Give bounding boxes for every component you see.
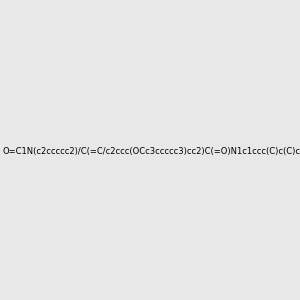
Text: O=C1N(c2ccccc2)/C(=C/c2ccc(OCc3ccccc3)cc2)C(=O)N1c1ccc(C)c(C)c1: O=C1N(c2ccccc2)/C(=C/c2ccc(OCc3ccccc3)cc… xyxy=(2,147,300,156)
